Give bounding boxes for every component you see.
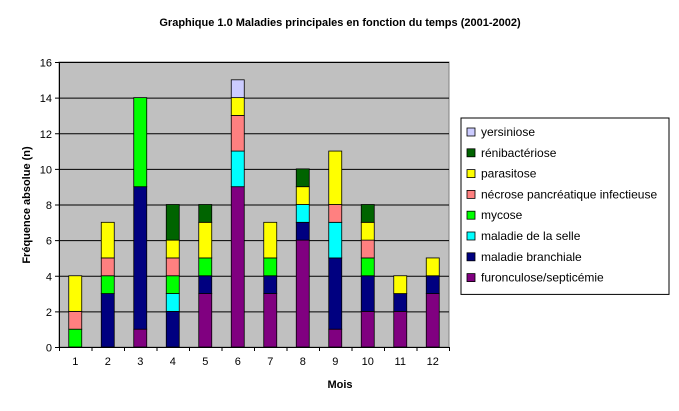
bar-segment — [295, 239, 310, 348]
bar-segment — [425, 293, 440, 348]
legend-swatch — [466, 127, 476, 137]
bars — [68, 79, 440, 348]
bar-segment — [133, 186, 148, 330]
x-tick-label: 9 — [332, 356, 338, 368]
y-tick-label: 10 — [40, 164, 52, 176]
legend-swatch — [466, 273, 476, 283]
x-tick-label: 1 — [72, 356, 78, 368]
legend-swatch — [466, 189, 476, 199]
y-tick-label: 2 — [46, 307, 52, 319]
y-tick-label: 14 — [40, 93, 52, 105]
bar-segment — [360, 310, 375, 348]
bar-segment — [295, 186, 310, 205]
y-axis-title: Fréquence absolue (n) — [21, 146, 33, 264]
x-tick-label: 6 — [235, 356, 241, 368]
bar-segment — [165, 310, 180, 348]
bar-segment — [198, 204, 213, 223]
legend-label: maladie branchiale — [481, 250, 582, 264]
bar-segment — [165, 257, 180, 277]
bar-segment — [360, 275, 375, 312]
bar-segment — [295, 168, 310, 188]
x-axis-title: Mois — [327, 379, 352, 391]
bar-segment — [393, 275, 408, 294]
x-tick-label: 10 — [362, 356, 374, 368]
y-tick-label: 16 — [40, 58, 52, 70]
legend-label: yersiniose — [481, 125, 535, 139]
bar-segment — [360, 257, 375, 277]
y-tick-labels: 0 2 4 6 8 10 12 14 16 — [40, 58, 59, 355]
bar-segment — [393, 310, 408, 348]
bar-segment — [393, 293, 408, 312]
bar-segment — [295, 221, 310, 241]
bar-segment — [263, 257, 278, 277]
bar-segment — [230, 150, 245, 188]
bar-segment — [68, 328, 83, 348]
bar-segment — [328, 328, 343, 348]
bar-segment — [263, 221, 278, 259]
legend: yersiniose rénibactériose parasitose nécros… — [460, 117, 670, 295]
x-tick-label: 4 — [170, 356, 176, 368]
bar-segment — [360, 221, 375, 241]
chart-title: Graphique 1.0 Maladies principales en fo… — [159, 17, 521, 29]
bar-segment — [100, 257, 115, 277]
bar-segment — [198, 221, 213, 259]
legend-label: rénibactériose — [481, 146, 557, 160]
y-tick-label: 4 — [46, 271, 52, 283]
bar-segment — [165, 204, 180, 241]
legend-box — [460, 117, 670, 295]
legend-label: maladie de la selle — [481, 229, 581, 243]
bar-segment — [100, 293, 115, 348]
legend-label: parasitose — [481, 167, 537, 181]
bar-segment — [133, 97, 148, 188]
legend-label: mycose — [481, 208, 523, 222]
bar-segment — [68, 275, 83, 312]
legend-swatch — [466, 148, 476, 158]
x-tick-label: 8 — [300, 356, 306, 368]
y-tick-label: 0 — [46, 343, 52, 355]
x-tick-label: 3 — [137, 356, 143, 368]
bar-segment — [133, 328, 148, 348]
x-tick-label: 12 — [427, 356, 439, 368]
bar-segment — [328, 204, 343, 223]
x-tick-label: 11 — [395, 356, 406, 368]
y-tick-label: 8 — [46, 200, 52, 212]
bar-segment — [165, 239, 180, 259]
x-tick-label: 2 — [105, 356, 111, 368]
y-tick-label: 12 — [40, 129, 52, 141]
bar-segment — [360, 204, 375, 223]
bar-segment — [230, 79, 245, 99]
legend-label: furonculose/septicémie — [481, 271, 604, 285]
legend-swatch — [466, 231, 476, 241]
x-tick-labels: 1 2 3 4 5 6 7 8 9 10 11 12 — [59, 347, 450, 368]
bar-segment — [328, 221, 343, 259]
bar-segment — [165, 275, 180, 294]
legend-swatch — [466, 252, 476, 262]
bar-segment — [165, 293, 180, 312]
bar-segment — [328, 150, 343, 205]
bar-segment — [360, 239, 375, 259]
bar-segment — [263, 275, 278, 294]
bar-segment — [425, 275, 440, 294]
legend-swatch — [466, 169, 476, 179]
x-tick-label: 5 — [202, 356, 208, 368]
bar-segment — [328, 257, 343, 330]
legend-label: nécrose pancréatique infectieuse — [481, 187, 657, 201]
bar-segment — [198, 275, 213, 294]
bar-segment — [230, 115, 245, 152]
bar-segment — [425, 257, 440, 277]
legend-swatch — [466, 210, 476, 220]
bar-segment — [100, 275, 115, 294]
bar-segment — [198, 257, 213, 277]
x-tick-label: 7 — [267, 356, 273, 368]
bar-segment — [230, 97, 245, 116]
gridlines — [59, 62, 449, 313]
bar-segment — [68, 310, 83, 330]
bar-segment — [100, 221, 115, 259]
bar-segment — [295, 204, 310, 223]
bar-segment — [198, 293, 213, 348]
y-tick-label: 6 — [46, 236, 52, 248]
bar-segment — [230, 186, 245, 348]
bar-segment — [263, 293, 278, 348]
